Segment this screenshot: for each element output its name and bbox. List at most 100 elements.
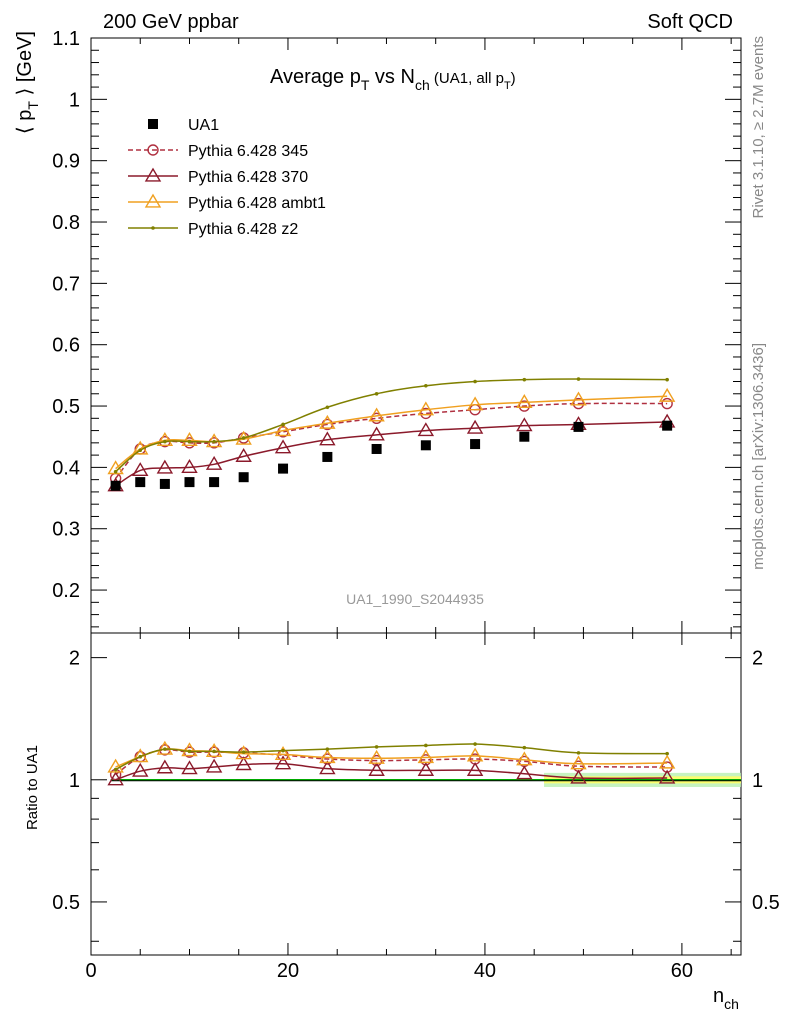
y-tick-label-main: 0.5	[52, 396, 80, 418]
series-point-ratio	[107, 758, 124, 773]
series-ratio-1	[107, 755, 676, 786]
series-point-ratio	[181, 760, 198, 775]
series-point-main	[181, 459, 198, 473]
series-point-ratio	[374, 745, 379, 749]
series-point-main	[516, 417, 533, 432]
ratio-axis-label: Ratio to UA1	[24, 745, 41, 830]
series-point-ratio	[319, 760, 336, 775]
series-line-main	[115, 378, 668, 473]
data-point-ua1	[110, 480, 121, 491]
series-point-ratio	[576, 751, 581, 755]
series-point-main	[417, 401, 435, 416]
legend-entry: UA1	[148, 117, 219, 134]
plot-title: Average pT vs Nch (UA1, all pT)	[270, 66, 516, 93]
x-tick-label: 0	[85, 960, 96, 982]
title-sub-t: T	[361, 77, 370, 93]
y-tick-label-ratio: 2	[69, 648, 80, 670]
series-point-ratio	[235, 756, 252, 771]
series-2	[107, 387, 676, 475]
series-point-ratio	[156, 740, 174, 755]
data-point-ua1	[573, 421, 584, 432]
series-point-main	[420, 407, 432, 420]
legend-entry: Pythia 6.428 370	[128, 167, 308, 186]
x-axis-label: nch	[713, 985, 739, 1012]
series-point-main	[132, 462, 149, 477]
data-point-ua1	[519, 431, 530, 442]
series-point-main	[368, 426, 385, 441]
series-point-main	[368, 407, 385, 422]
series-point-ratio	[658, 754, 676, 769]
data-ua1	[110, 420, 673, 491]
title-paren-open: (UA1, all p	[430, 70, 504, 87]
data-point-ua1	[184, 477, 195, 488]
legend-label: Pythia 6.428 345	[188, 143, 308, 160]
legend-marker	[144, 167, 162, 182]
series-point-main	[205, 455, 223, 470]
y-tick-label-main: 1.1	[52, 28, 80, 50]
data-point-ua1	[371, 443, 382, 454]
series-point-main	[138, 448, 143, 453]
x-tick-label: 20	[277, 960, 299, 982]
ylabel-main: ⟨ p	[14, 110, 36, 134]
series-point-main	[518, 400, 531, 412]
ylabel-sub: T	[25, 101, 41, 110]
data-point-ua1	[420, 440, 431, 451]
series-point-ratio	[665, 751, 669, 756]
data-point-ua1	[209, 477, 220, 488]
series-point-ratio	[368, 749, 385, 764]
legend-entry: Pythia 6.428 345	[128, 143, 308, 160]
series-3	[113, 377, 669, 474]
series-point-main	[281, 422, 285, 427]
series-point-main	[241, 436, 246, 440]
series-point-main	[417, 422, 435, 437]
series-point-main	[665, 377, 669, 382]
series-point-main	[156, 432, 174, 446]
x-tick-label: 60	[671, 960, 693, 982]
series-point-main	[156, 459, 174, 474]
series-point-ratio	[516, 751, 533, 766]
series-point-ratio	[319, 749, 336, 764]
side-label-mcplots: mcplots.cern.ch [arXiv:1306.3436]	[750, 343, 767, 570]
legend-label: Pythia 6.428 370	[188, 169, 308, 186]
series-point-main	[187, 439, 192, 444]
series-point-ratio	[466, 747, 484, 762]
series-point-ratio	[187, 749, 192, 754]
xlabel-sub: ch	[724, 996, 739, 1012]
data-point-ua1	[322, 451, 333, 462]
series-point-main	[572, 397, 585, 410]
series-point-ratio	[181, 742, 198, 757]
data-point-ua1	[662, 420, 673, 431]
header-right: Soft QCD	[647, 11, 733, 33]
x-tick-label: 40	[474, 960, 496, 982]
series-point-ratio	[522, 745, 527, 750]
y-tick-label-main: 0.7	[52, 273, 80, 295]
series-point-main	[466, 419, 484, 434]
series-point-main	[516, 393, 533, 408]
ratio-frame	[90, 632, 742, 956]
series-line-ratio	[115, 762, 668, 781]
series-point-ratio	[138, 754, 143, 759]
series-point-main	[424, 383, 428, 388]
title-sub-ch: ch	[415, 77, 430, 93]
series-point-ratio	[212, 749, 216, 754]
series-point-ratio	[163, 747, 167, 751]
data-point-ua1	[238, 472, 249, 483]
main-panel: 0.2 0.3 0.4 0.5 0.6 0.7 0.8 0.9 1 1.1	[52, 28, 742, 634]
series-point-ratio	[516, 765, 533, 780]
series-line-main	[115, 395, 668, 470]
series-point-ratio	[424, 743, 428, 748]
header-left: 200 GeV ppbar	[103, 11, 239, 33]
legend-marker	[147, 144, 159, 156]
series-point-ratio	[156, 759, 174, 774]
title-mid: vs N	[369, 66, 415, 88]
y-tick-label-ratio: 1	[69, 770, 80, 792]
y-tick-label-ratio: 0.5	[52, 892, 80, 914]
series-point-main	[205, 433, 223, 448]
series-point-main	[661, 397, 673, 410]
series-point-main	[658, 387, 676, 402]
title-paren-close: )	[511, 70, 516, 87]
series-point-main	[235, 447, 252, 462]
series-point-ratio	[466, 761, 484, 776]
legend-entry: Pythia 6.428 ambt1	[128, 193, 326, 212]
